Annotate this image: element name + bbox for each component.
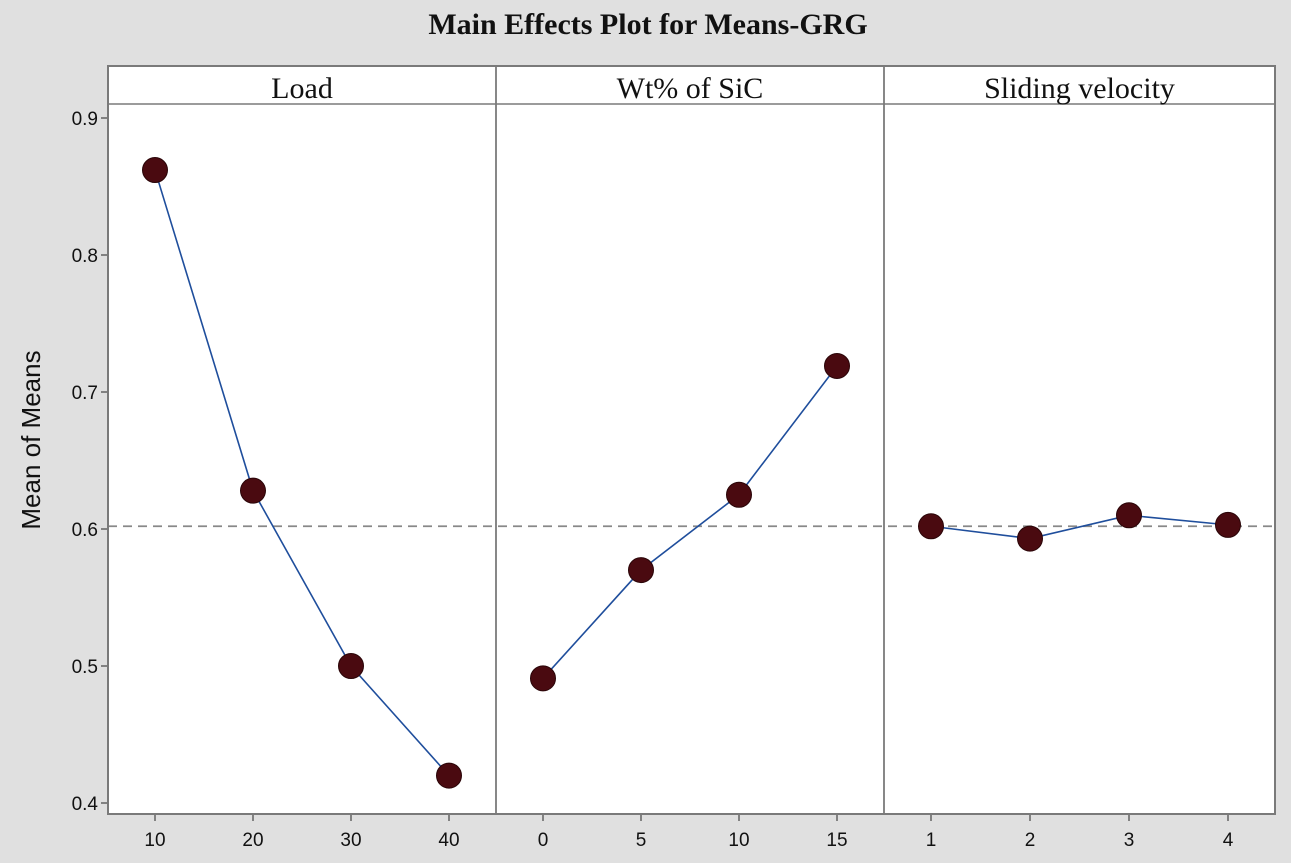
- y-tick-label: 0.7: [72, 383, 98, 404]
- chart-title: Main Effects Plot for Means-GRG: [428, 8, 867, 41]
- y-axis-title: Mean of Means: [16, 350, 46, 529]
- x-tick-label: 4: [1223, 830, 1234, 851]
- data-point-load: [142, 157, 168, 184]
- data-point-sliding-velocity: [1215, 511, 1241, 538]
- data-point-sliding-velocity: [918, 513, 944, 540]
- x-tick-label: 3: [1124, 830, 1135, 851]
- data-point-wt-of-sic: [726, 481, 752, 508]
- plot-frame: [107, 65, 1276, 815]
- data-point-sliding-velocity: [1116, 502, 1142, 529]
- y-tick-label: 0.4: [72, 794, 99, 815]
- x-tick-label: 5: [636, 830, 647, 851]
- data-point-load: [338, 653, 364, 679]
- series-line-wt-of-sic: [542, 365, 838, 679]
- y-tick-label: 0.8: [72, 246, 98, 267]
- x-tick-label: 30: [340, 830, 361, 851]
- panel-label-load: Load: [271, 72, 333, 105]
- x-tick-label: 10: [728, 830, 749, 851]
- series-line-load: [154, 169, 450, 777]
- x-tick-label: 10: [144, 830, 165, 851]
- panel-label-wt-of-sic: Wt% of SiC: [617, 72, 764, 105]
- x-tick-label: 20: [242, 830, 263, 851]
- y-tick-label: 0.6: [72, 520, 98, 541]
- x-tick-label: 15: [826, 830, 847, 851]
- panel-label-sliding-velocity: Sliding velocity: [984, 72, 1175, 105]
- plot-background: [108, 66, 1275, 814]
- data-point-sliding-velocity: [1017, 525, 1043, 552]
- x-tick-label: 0: [538, 830, 549, 851]
- x-tick-label: 1: [926, 830, 937, 851]
- data-point-wt-of-sic: [824, 352, 850, 379]
- data-point-wt-of-sic: [530, 665, 556, 692]
- data-point-wt-of-sic: [628, 557, 654, 584]
- x-tick-label: 2: [1025, 830, 1036, 851]
- x-tick-label: 40: [438, 830, 459, 851]
- series-line-sliding-velocity: [930, 514, 1229, 540]
- y-tick-label: 0.5: [72, 657, 98, 678]
- y-tick-label: 0.9: [72, 109, 98, 130]
- data-point-load: [240, 477, 266, 504]
- data-point-load: [436, 762, 462, 789]
